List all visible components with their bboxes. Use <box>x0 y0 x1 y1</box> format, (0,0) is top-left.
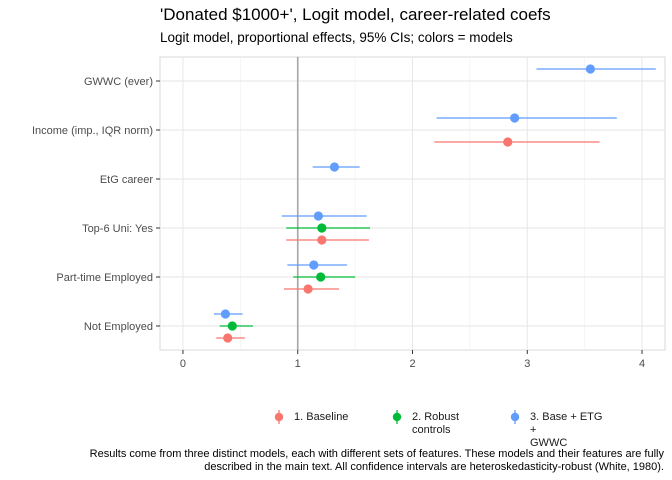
y-tick-label-part-time-employed: Part-time Employed <box>56 272 153 284</box>
legend-item-baseline: 1. Baseline <box>268 408 372 426</box>
legend-key-baseline <box>274 410 284 424</box>
point-top-6-uni-yes <box>317 223 327 233</box>
point-gwwc-ever <box>585 64 595 74</box>
caption-line-1: Results come from three distinct models,… <box>89 448 664 460</box>
x-tick-label: 3 <box>524 358 530 370</box>
legend-label-line1: 3. Base + ETG + <box>530 411 603 436</box>
legend-label-line2: controls <box>412 424 451 436</box>
legend-key-base-etg-gwwc <box>510 410 520 424</box>
grid <box>159 56 666 351</box>
point-part-time-employed <box>316 272 326 282</box>
y-tick-label-income-imp-iqr-norm: Income (imp., IQR norm) <box>32 125 153 137</box>
x-axis: 0 1 2 3 4 <box>180 350 645 370</box>
legend-label-line1: 1. Baseline <box>294 411 349 423</box>
point-top-6-uni-yes <box>313 211 323 221</box>
legend-key-point <box>274 412 284 422</box>
point-top-6-uni-yes <box>317 235 327 245</box>
y-tick-label-top-6-uni-yes: Top-6 Uni: Yes <box>82 223 153 235</box>
y-axis: GWWC (ever) Income (imp., IQR norm) EtG ca… <box>32 76 160 333</box>
point-part-time-employed <box>309 260 319 270</box>
y-tick-label-etg-career: EtG career <box>100 174 154 186</box>
series-2-robust-controls <box>219 223 371 331</box>
point-not-employed <box>220 309 231 319</box>
point-part-time-employed <box>303 284 313 294</box>
caption: Results come from three distinct models,… <box>24 448 664 474</box>
chart-title: 'Donated $1000+', Logit model, career-re… <box>160 5 551 24</box>
chart-area: GWWC (ever) Income (imp., IQR norm) EtG ca… <box>32 56 666 370</box>
caption-line-2: described in the main text. All confiden… <box>204 461 664 473</box>
legend-key-point <box>392 412 402 422</box>
y-tick-label-gwwc-ever: GWWC (ever) <box>84 76 153 88</box>
chart-subtitle: Logit model, proportional effects, 95% C… <box>160 30 513 45</box>
point-income-imp-iqr-norm <box>503 137 513 147</box>
legend-label-baseline: 1. Baseline <box>294 411 372 424</box>
legend-key-point <box>510 412 520 422</box>
y-tick-label-not-employed: Not Employed <box>84 321 153 333</box>
x-tick-label: 1 <box>295 358 301 370</box>
x-tick-label: 2 <box>409 358 415 370</box>
legend-item-robust-controls: 2. Robust controls <box>386 408 490 437</box>
point-etg-career <box>329 162 340 172</box>
point-not-employed <box>223 333 233 343</box>
legend: 1. Baseline 2. Robust controls 3. Base +… <box>268 408 622 450</box>
point-not-employed <box>227 321 237 331</box>
series-3-base-etg-gwwc <box>213 64 656 319</box>
legend-label-base-etg-gwwc: 3. Base + ETG + GWWC <box>530 411 608 450</box>
x-tick-label: 0 <box>180 358 186 370</box>
legend-label-robust-controls: 2. Robust controls <box>412 411 490 437</box>
data-marks <box>213 64 656 343</box>
point-income-imp-iqr-norm <box>510 113 520 123</box>
series-1-baseline <box>216 137 600 343</box>
legend-key-robust-controls <box>392 410 402 424</box>
legend-label-line2: GWWC <box>530 437 568 449</box>
legend-item-base-etg-gwwc: 3. Base + ETG + GWWC <box>504 408 608 450</box>
legend-label-line1: 2. Robust <box>412 411 460 423</box>
x-tick-label: 4 <box>639 358 645 370</box>
